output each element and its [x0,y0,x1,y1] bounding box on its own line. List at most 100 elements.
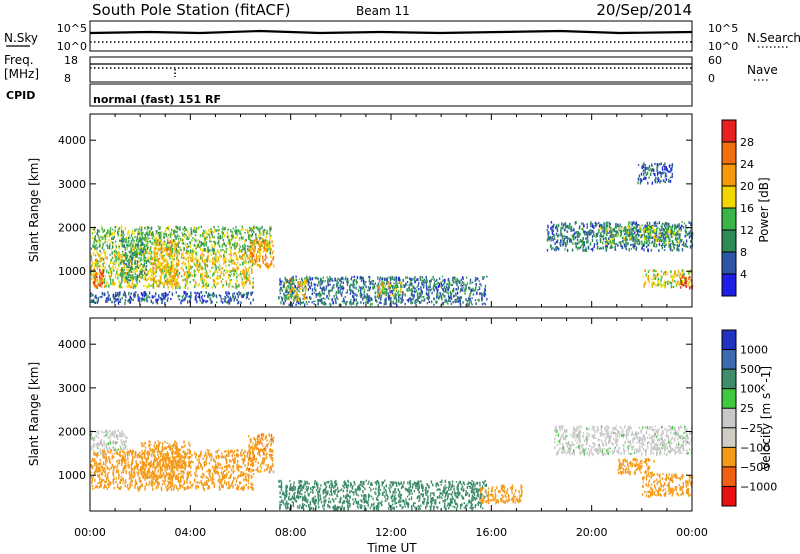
freq-label-line1: Freq. [4,53,34,67]
power-region-0 [90,225,272,255]
power-region-9 [376,280,403,298]
power-ytick-label-0: 1000 [58,265,86,278]
xtick-label-0: 00:00 [74,526,106,539]
nsky-tick-bottom: 10^0 [57,40,87,53]
velocity-region-6 [554,425,693,457]
velocity-region-8 [641,473,694,498]
cpid-panel: CPID normal (fast) 151 RF [6,83,693,107]
power-colorbar-seg-5 [722,230,736,252]
power-colorbar-tick-5: 24 [740,158,754,171]
velocity-colorbar: 1000 500 100 25 −25 −100 −500 −1000 Velocity [m… [721,329,777,507]
power-colorbar-tick-6: 28 [740,136,754,149]
noise-panel: N.Sky 10^5 10^0 N.Search 10^5 10^0 [4,20,800,53]
velocity-panel: 1000 2000 3000 4000 00:00 04:00 08:00 12:00 16:… [27,317,708,554]
velocity-region-3 [248,433,275,474]
power-colorbar-seg-3 [722,186,736,208]
power-colorbar-tick-3: 16 [740,202,754,215]
velocity-colorbar-seg-4 [722,408,736,428]
freq-tick-bottom: 8 [64,72,71,85]
power-ytick-label-1: 2000 [58,222,86,235]
cpid-text: normal (fast) 151 RF [93,93,221,106]
xtick-label-3: 12:00 [375,526,407,539]
power-ytick-label-3: 4000 [58,134,86,147]
velocity-colorbar-seg-3 [722,388,736,409]
beam-title: Beam 11 [356,4,410,18]
power-colorbar-tick-1: 8 [740,246,747,259]
velocity-colorbar-label: Velocity [m s^-1] [759,366,773,470]
velocity-region-4 [278,479,488,512]
power-region-2 [93,269,104,288]
freq-panel: Freq. [MHz] 18 8 Nave 60 0 [4,53,778,85]
velocity-colorbar-tick-3: 25 [740,402,754,415]
velocity-ytick-label-3: 4000 [58,338,86,351]
power-colorbar-seg-4 [722,208,736,230]
power-colorbar-seg-2 [722,164,736,186]
velocity-colorbar-seg-2 [722,369,736,389]
velocity-colorbar-tick-0: 1000 [740,344,768,357]
velocity-colorbar-tick-2: 100 [740,383,761,396]
power-region-12 [642,269,693,289]
power-colorbar: 4 8 12 16 20 24 28 Power [dB] [721,119,771,297]
power-region-8 [285,277,307,302]
xtick-label-2: 08:00 [275,526,307,539]
freq-label-line2: [MHz] [4,67,39,81]
power-heatmap [90,162,694,308]
velocity-region-1 [90,449,255,492]
velocity-colorbar-tick-1: 500 [740,363,761,376]
nsky-tick-top: 10^5 [57,22,87,35]
velocity-ytick-label-2: 3000 [58,382,86,395]
velocity-colorbar-seg-8 [722,486,736,506]
velocity-ytick-label-0: 1000 [58,469,86,482]
velocity-region-7 [617,457,655,476]
freq-tick-top: 18 [64,54,78,67]
velocity-colorbar-tick-5: −100 [740,441,770,454]
nsky-label: N.Sky [4,31,38,45]
velocity-colorbar-tick-6: −500 [740,461,770,474]
nsearch-tick-top: 10^5 [708,22,738,35]
velocity-colorbar-seg-6 [722,447,736,467]
velocity-region-2 [140,440,192,481]
power-region-5 [248,238,275,270]
x-axis-label: Time UT [366,541,417,554]
velocity-heatmap [90,425,694,512]
velocity-ytick-label-1: 2000 [58,426,86,439]
power-colorbar-seg-7 [722,274,736,296]
nsearch-label: N.Search [747,31,800,45]
nave-label: Nave [747,63,778,77]
velocity-colorbar-seg-1 [722,349,736,370]
nave-tick-bottom: 0 [708,72,715,85]
power-region-7 [278,275,488,308]
nsearch-tick-bottom: 10^0 [708,40,738,53]
power-ylabel: Slant Range [km] [27,158,41,262]
power-colorbar-tick-4: 20 [740,180,754,193]
power-panel: 1000 2000 3000 4000 Slant Range [km] [27,113,694,308]
power-colorbar-seg-1 [722,142,736,164]
power-region-14 [637,162,674,185]
power-region-11 [599,225,681,246]
velocity-colorbar-seg-7 [722,466,736,487]
power-region-4 [152,238,180,288]
xtick-label-1: 04:00 [174,526,206,539]
xtick-label-6: 00:00 [676,526,708,539]
power-colorbar-seg-0 [722,120,736,142]
velocity-colorbar-tick-7: −1000 [740,480,777,493]
cpid-label: CPID [6,89,35,102]
date-title: 20/Sep/2014 [596,1,692,19]
nave-tick-top: 60 [708,54,722,67]
velocity-ylabel: Slant Range [km] [27,362,41,466]
xtick-label-5: 20:00 [576,526,608,539]
power-region-6 [90,290,254,305]
velocity-colorbar-tick-4: −25 [740,422,763,435]
power-ytick-label-2: 3000 [58,178,86,191]
velocity-colorbar-seg-5 [722,427,736,448]
power-colorbar-label: Power [dB] [757,177,771,242]
noise-sky-trace [89,29,693,35]
power-colorbar-tick-2: 12 [740,224,754,237]
power-colorbar-seg-6 [722,252,736,274]
xtick-label-4: 16:00 [475,526,507,539]
station-title: South Pole Station (fitACF) [92,1,290,19]
power-region-3 [120,236,150,283]
power-colorbar-tick-0: 4 [740,268,747,281]
velocity-colorbar-seg-0 [722,330,736,350]
